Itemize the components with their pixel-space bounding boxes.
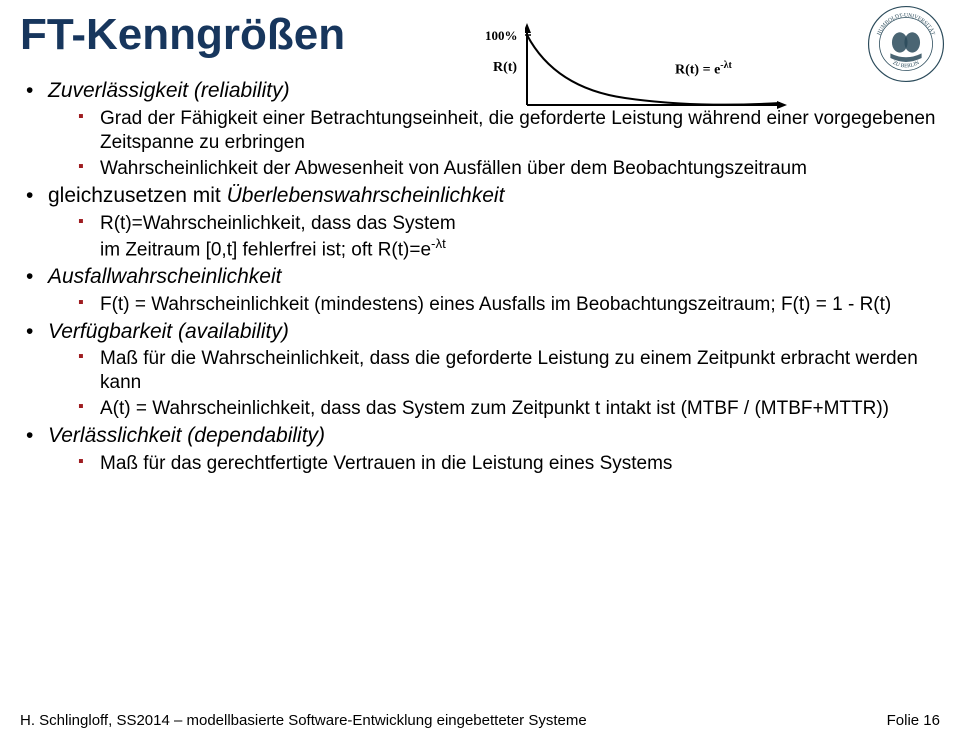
- bullet-availability-label: Verfügbarkeit (availability): [48, 320, 289, 343]
- bullet-dependability: Verlässlichkeit (dependability) Maß für …: [26, 423, 940, 476]
- bullet-survival-prefix: gleichzusetzen mit: [48, 184, 227, 207]
- slide: FT-Kenngrößen 100% R(t) R(t) = e-λt HU: [0, 0, 960, 741]
- university-logo: HUMBOLDT-UNIVERSITÄT ZU BERLIN: [867, 5, 945, 83]
- chart-y-arrow: [525, 23, 531, 33]
- chart-label-100: 100%: [485, 28, 518, 44]
- footer-right: Folie 16: [887, 712, 940, 729]
- chart-label-rt: R(t): [493, 60, 517, 76]
- bullet-dependability-label: Verlässlichkeit (dependability): [48, 424, 325, 447]
- bullet-availability-sub1: Maß für die Wahrscheinlichkeit, dass die…: [78, 347, 940, 395]
- bullet-reliability-sub2: Wahrscheinlichkeit der Abwesenheit von A…: [78, 157, 940, 181]
- logo-text-top: HUMBOLDT-UNIVERSITÄT: [876, 13, 936, 37]
- bullet-availability: Verfügbarkeit (availability) Maß für die…: [26, 319, 940, 422]
- bullet-failure-label: Ausfallwahrscheinlichkeit: [48, 265, 281, 288]
- bullet-availability-sub2: A(t) = Wahrscheinlichkeit, dass das Syst…: [78, 397, 940, 421]
- bullet-reliability: Zuverlässigkeit (reliability) Grad der F…: [26, 78, 940, 181]
- bullet-failure-sub1: F(t) = Wahrscheinlichkeit (mindestens) e…: [78, 293, 940, 317]
- bullet-failure: Ausfallwahrscheinlichkeit F(t) = Wahrsch…: [26, 264, 940, 317]
- bullet-reliability-sub1: Grad der Fähigkeit einer Betrachtungsein…: [78, 107, 940, 155]
- bullet-survival-italic: Überlebenswahrscheinlichkeit: [227, 184, 505, 207]
- footer: H. Schlingloff, SS2014 – modellbasierte …: [20, 712, 940, 729]
- logo-head-right: [904, 32, 920, 52]
- bullet-list: Zuverlässigkeit (reliability) Grad der F…: [20, 78, 940, 476]
- bullet-dependability-sub1: Maß für das gerechtfertigte Vertrauen in…: [78, 452, 940, 476]
- bullet-survival-sub1: R(t)=Wahrscheinlichkeit, dass das System…: [78, 212, 940, 262]
- content-area: Zuverlässigkeit (reliability) Grad der F…: [20, 78, 940, 476]
- footer-left: H. Schlingloff, SS2014 – modellbasierte …: [20, 712, 587, 729]
- bullet-survival: gleichzusetzen mit Überlebenswahrscheinl…: [26, 183, 940, 262]
- bullet-reliability-label: Zuverlässigkeit (reliability): [48, 79, 290, 102]
